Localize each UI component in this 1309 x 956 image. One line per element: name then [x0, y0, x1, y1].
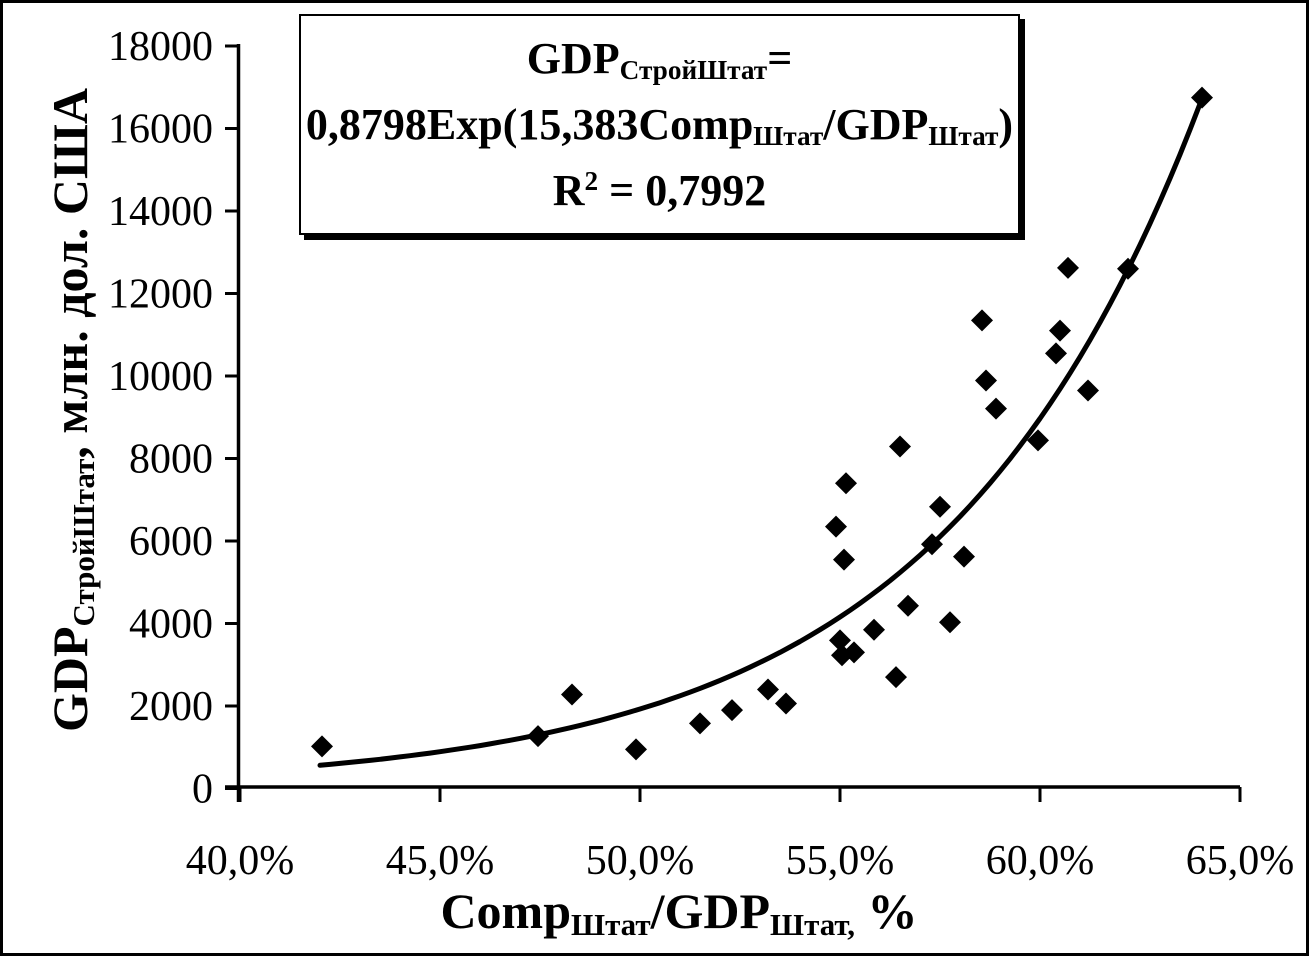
data-point-marker [897, 594, 919, 617]
text-segment: ) [998, 99, 1014, 149]
scatter-plot-area: 40,0% 45,0% 50,0% 55,0% 60,0% 65,0% 0 2000 4000 6… [108, 24, 1295, 884]
equation-box: GDPСтройШтат= 0,8798Exp(15,383CompШтат/G… [299, 14, 1020, 235]
equation-r-squared: R2 = 0,7992 [553, 158, 767, 224]
text-segment: 2 [584, 165, 599, 196]
text-segment: Штат [571, 906, 651, 942]
y-tick-label: 8000 [129, 437, 213, 483]
text-segment: 0,8798Exp(15,383Comp [305, 99, 754, 149]
text-segment: Comp [440, 883, 572, 939]
text-segment: Штат, [770, 906, 856, 942]
y-tick-label: 4000 [129, 602, 213, 648]
text-segment: Штат [753, 120, 824, 151]
trend-line [317, 101, 1203, 768]
text-segment: СтройШтат [619, 54, 768, 85]
data-point-marker [929, 495, 951, 518]
data-point-marker [527, 725, 549, 748]
text-segment: = 0,7992 [598, 165, 767, 215]
data-point-marker [775, 692, 797, 715]
text-segment: GDP [526, 33, 620, 83]
y-tick-label: 10000 [108, 354, 213, 400]
data-point-marker [1049, 319, 1071, 342]
data-point-marker [1191, 86, 1213, 109]
data-point-marker [835, 472, 857, 495]
data-point-marker [757, 678, 779, 701]
data-point-marker [721, 699, 743, 722]
x-tick-label: 55,0% [786, 838, 895, 884]
data-point-marker [625, 738, 647, 761]
x-tick-label: 45,0% [386, 838, 495, 884]
data-point-marker [1045, 342, 1067, 365]
y-tick-label: 2000 [129, 684, 213, 730]
text-segment: /GDP [650, 883, 771, 939]
text-segment: = [767, 33, 793, 83]
equation-line-1: GDPСтройШтат= [527, 26, 793, 92]
data-point-marker [921, 533, 943, 556]
data-point-marker [833, 548, 855, 571]
data-point-marker [863, 618, 885, 641]
data-point-marker [971, 309, 993, 332]
data-point-marker [689, 712, 711, 735]
data-point-marker [311, 735, 333, 758]
x-tick-label: 65,0% [1186, 838, 1295, 884]
text-segment: СтройШтат [65, 458, 101, 627]
data-point-marker [1077, 379, 1099, 402]
equation-line-2: 0,8798Exp(15,383CompШтат/GDPШтат) [306, 92, 1013, 158]
y-tick-label: 12000 [108, 272, 213, 318]
text-segment: GDP [42, 626, 98, 732]
x-axis-title: CompШтат/GDPШтат, % [379, 879, 979, 943]
x-tick-label: 60,0% [986, 838, 1095, 884]
text-segment: /GDP [823, 99, 929, 149]
data-point-marker [885, 666, 907, 689]
data-point-marker [975, 369, 997, 392]
data-point-marker [843, 641, 865, 664]
data-point-marker [1117, 257, 1139, 280]
text-segment: % [855, 883, 918, 939]
text-segment: Штат [928, 120, 999, 151]
text-segment: R [552, 165, 585, 215]
data-point-marker [1057, 256, 1079, 279]
y-tick-label: 18000 [108, 24, 213, 70]
y-tick-label: 16000 [108, 107, 213, 153]
x-tick-label: 40,0% [186, 838, 295, 884]
y-tick-label: 0 [192, 767, 213, 813]
data-point-marker [889, 435, 911, 458]
data-point-marker [829, 629, 851, 652]
data-point-marker [953, 545, 975, 568]
text-segment: , млн. дол. США [42, 87, 98, 459]
data-point-marker [825, 515, 847, 538]
y-tick-label: 6000 [129, 519, 213, 565]
x-tick-label: 50,0% [586, 838, 695, 884]
data-point-marker [939, 611, 961, 634]
data-point-marker [1027, 429, 1049, 452]
y-axis-title: GDPСтройШтат, млн. дол. США [39, 88, 101, 732]
data-point-marker [561, 683, 583, 706]
y-tick-label: 14000 [108, 189, 213, 235]
data-point-marker [985, 397, 1007, 420]
